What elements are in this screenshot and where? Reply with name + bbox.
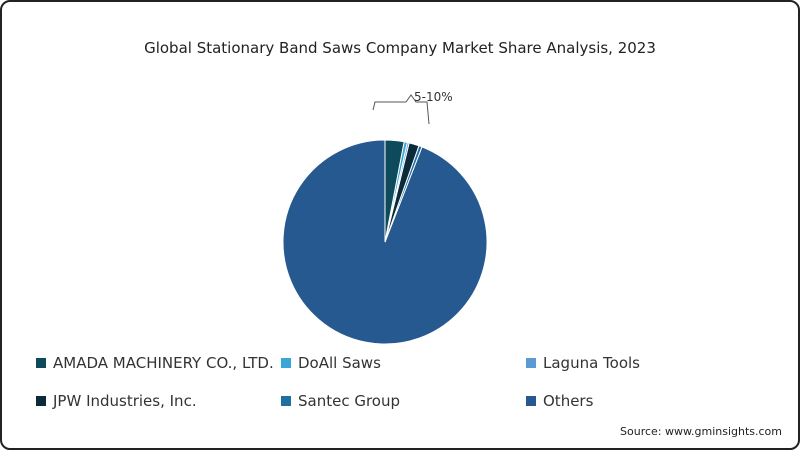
annotation-bracket bbox=[372, 94, 430, 125]
legend-swatch bbox=[36, 396, 46, 406]
legend: AMADA MACHINERY CO., LTD. DoAll Saws Lagun… bbox=[36, 354, 776, 410]
legend-swatch bbox=[281, 358, 291, 368]
legend-item: DoAll Saws bbox=[281, 354, 526, 372]
legend-label: Santec Group bbox=[298, 392, 401, 410]
legend-item: Santec Group bbox=[281, 392, 526, 410]
legend-label: DoAll Saws bbox=[298, 354, 381, 372]
legend-label: AMADA MACHINERY CO., LTD. bbox=[53, 354, 274, 372]
legend-swatch bbox=[281, 396, 291, 406]
annotation-label: 5-10% bbox=[414, 90, 453, 104]
legend-item: Laguna Tools bbox=[526, 354, 771, 372]
legend-swatch bbox=[36, 358, 46, 368]
legend-item: AMADA MACHINERY CO., LTD. bbox=[36, 354, 281, 372]
legend-label: Others bbox=[543, 392, 594, 410]
legend-label: JPW Industries, Inc. bbox=[53, 392, 197, 410]
legend-swatch bbox=[526, 396, 536, 406]
chart-title: Global Stationary Band Saws Company Mark… bbox=[144, 39, 656, 57]
legend-label: Laguna Tools bbox=[543, 354, 640, 372]
legend-swatch bbox=[526, 358, 536, 368]
legend-item: Others bbox=[526, 392, 771, 410]
legend-item: JPW Industries, Inc. bbox=[36, 392, 281, 410]
source-text: Source: www.gminsights.com bbox=[620, 425, 782, 438]
pie-slice-0 bbox=[384, 139, 405, 243]
